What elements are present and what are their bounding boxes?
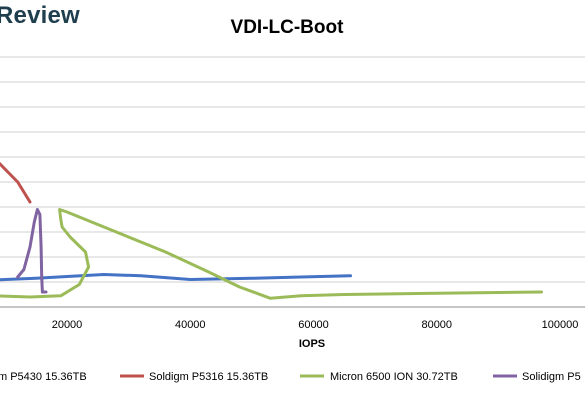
x-tick-label: 20000 bbox=[52, 319, 83, 331]
legend-label: Solidigm P5 bbox=[522, 371, 581, 383]
series-line bbox=[16, 208, 48, 294]
legend-label: Micron 6500 ION 30.72TB bbox=[330, 371, 458, 383]
legend-label: Soldigm P5316 15.36TB bbox=[149, 371, 268, 383]
x-tick-label: 40000 bbox=[175, 319, 206, 331]
legend-item: m P5430 15.36TB bbox=[0, 371, 87, 383]
legend-label: m P5430 15.36TB bbox=[0, 371, 87, 383]
x-tick-label: 100000 bbox=[542, 319, 579, 331]
series-line bbox=[0, 161, 32, 204]
series-line bbox=[0, 208, 543, 300]
x-axis-label: IOPS bbox=[299, 338, 325, 350]
legend: m P5430 15.36TB Soldigm P5316 15.36TB Micr… bbox=[0, 371, 581, 383]
series-lines bbox=[0, 161, 543, 300]
x-axis: 20000 40000 60000 80000 100000 bbox=[0, 306, 585, 331]
brand-logo: Review bbox=[0, 2, 80, 29]
gridlines bbox=[0, 56, 585, 283]
x-tick-label: 60000 bbox=[298, 319, 329, 331]
legend-item: Soldigm P5316 15.36TB bbox=[120, 371, 268, 383]
series-line bbox=[0, 273, 352, 282]
x-tick-label: 80000 bbox=[421, 319, 452, 331]
legend-item: Solidigm P5 bbox=[493, 371, 581, 383]
chart-title: VDI-LC-Boot bbox=[231, 17, 345, 38]
legend-item: Micron 6500 ION 30.72TB bbox=[300, 371, 458, 383]
